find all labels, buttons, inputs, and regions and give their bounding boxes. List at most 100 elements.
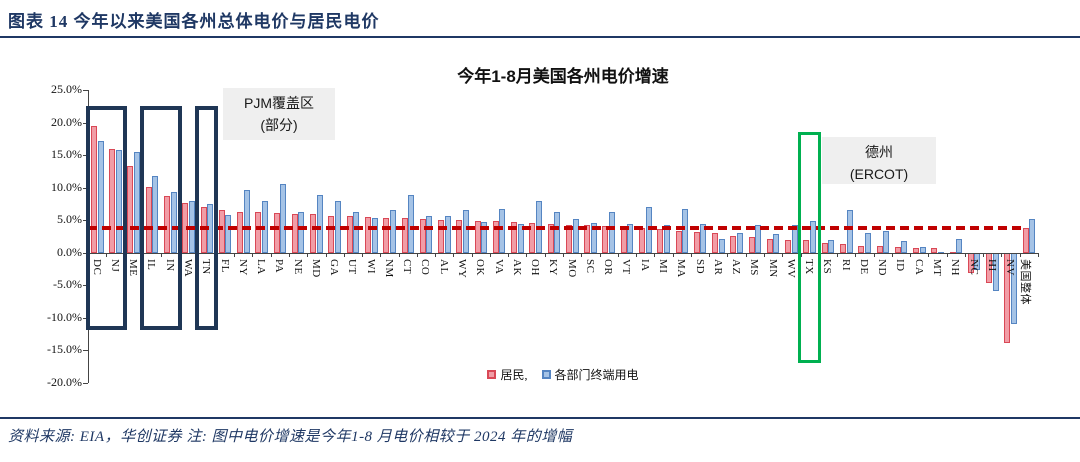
bar-all-sectors-AR — [718, 239, 725, 253]
bar-all-sectors-PA — [280, 183, 287, 253]
pjm-region-label: PJM覆盖区 (部分) — [223, 88, 335, 140]
bar-residential-OR — [602, 226, 609, 253]
bar-all-sectors-WY — [462, 210, 469, 253]
annotation-text-line: (部分) — [260, 117, 298, 134]
x-axis-category-label: MS — [748, 258, 761, 276]
x-axis-category-label: AZ — [730, 258, 743, 275]
bar-residential-TX — [803, 240, 810, 253]
legend-label-residential: 居民, — [500, 368, 528, 382]
bar-all-sectors-IL — [152, 175, 159, 253]
bar-residential-OH — [529, 222, 536, 253]
bar-residential-美国整体 — [1022, 228, 1029, 253]
bar-residential-MN — [766, 239, 773, 253]
us-average-reference-line — [88, 226, 1026, 230]
bar-all-sectors-AL — [444, 215, 451, 253]
bar-residential-ND — [876, 246, 883, 253]
x-axis-category-label: NH — [949, 258, 962, 276]
bar-all-sectors-VT — [627, 224, 634, 253]
bar-chart-plot-area: 25.0% 20.0% 15.0% 10.0% 5.0% 0.0% -5.0% -10.0% -… — [47, 82, 1039, 389]
bar-residential-WY — [456, 220, 463, 253]
x-axis-category-label: 美国整体 — [1019, 258, 1032, 305]
bar-all-sectors-OR — [609, 211, 616, 253]
x-axis-tick — [398, 252, 400, 257]
bar-all-sectors-SD — [700, 224, 707, 253]
x-axis-tick — [106, 252, 108, 257]
x-axis-category-label: MN — [766, 258, 779, 278]
x-axis-tick — [563, 252, 564, 257]
x-axis-tick — [672, 252, 674, 257]
legend-swatch-all-sectors-icon — [541, 370, 551, 379]
x-axis-category-label: WV — [784, 258, 797, 279]
x-axis-category-label: ND — [876, 258, 889, 276]
bar-residential-PA — [273, 213, 280, 253]
bar-residential-SC — [584, 225, 591, 253]
x-axis-tick — [891, 252, 893, 257]
annotation-text-line: PJM覆盖区 — [244, 95, 314, 111]
legend-swatch-residential-icon — [487, 370, 497, 379]
annotation-text-line: (ERCOT) — [849, 166, 909, 183]
pjm-highlight-box — [140, 105, 182, 331]
x-axis-tick — [508, 252, 510, 257]
bar-all-sectors-MO — [572, 218, 579, 253]
x-axis-tick — [599, 252, 601, 257]
x-axis-category-label: NY — [236, 258, 249, 276]
x-axis-tick — [690, 252, 692, 257]
bar-all-sectors-ID — [901, 241, 908, 253]
bar-residential-MI — [657, 229, 664, 253]
x-axis-category-label: OH — [529, 258, 542, 276]
x-axis-tick — [855, 252, 857, 257]
bar-residential-VA — [492, 220, 499, 253]
x-axis-category-label: WA — [181, 258, 194, 277]
bar-all-sectors-NH — [956, 239, 963, 253]
x-axis-category-label: WY — [456, 258, 469, 279]
bar-all-sectors-MD — [316, 194, 323, 253]
x-axis-tick — [270, 252, 272, 257]
x-axis-category-label: DE — [857, 258, 870, 275]
y-axis-tick — [83, 350, 88, 352]
bar-residential-DE — [858, 246, 865, 253]
bar-all-sectors-美国整体 — [1029, 218, 1036, 253]
bar-residential-OK — [474, 220, 481, 253]
x-axis-category-label: PA — [273, 258, 286, 273]
bar-all-sectors-RI — [846, 210, 853, 253]
bar-residential-ID — [894, 246, 901, 253]
bar-all-sectors-CO — [426, 216, 433, 253]
bar-all-sectors-IA — [645, 207, 652, 253]
bar-all-sectors-OK — [481, 222, 488, 253]
x-axis-category-label: KY — [547, 258, 560, 276]
footer-rule — [0, 417, 1080, 419]
chart-title: 今年1-8月美国各州电价增速 — [457, 67, 669, 86]
x-axis-category-label: KS — [821, 258, 834, 274]
x-axis-tick — [325, 252, 327, 257]
x-axis-category-label: ID — [894, 258, 907, 272]
x-axis-category-label: AR — [711, 258, 724, 276]
bar-all-sectors-VA — [499, 208, 506, 253]
x-axis-category-label: NV — [1004, 258, 1017, 276]
bar-residential-MT — [931, 248, 938, 253]
x-axis-tick — [928, 252, 930, 257]
bar-residential-CA — [913, 247, 920, 253]
x-axis-tick — [946, 252, 948, 257]
bar-all-sectors-MA — [682, 208, 689, 253]
x-axis-tick — [526, 252, 528, 257]
bar-residential-AZ — [730, 235, 737, 253]
bar-residential-SD — [693, 231, 700, 253]
bar-residential-NE — [291, 213, 298, 253]
bar-residential-MS — [748, 236, 755, 253]
annotation-text-line: 德州 — [865, 144, 893, 160]
x-axis-tick — [782, 252, 784, 257]
x-axis-category-label: MD — [309, 258, 322, 278]
x-axis-category-label: NM — [382, 258, 395, 278]
bar-residential-DC — [90, 126, 97, 253]
bar-residential-FL — [218, 210, 225, 253]
bar-all-sectors-WV — [791, 224, 798, 253]
bar-all-sectors-UT — [353, 211, 360, 253]
bar-residential-GA — [328, 215, 335, 253]
x-axis-tick — [471, 252, 473, 257]
bar-residential-RI — [839, 244, 846, 253]
x-axis-category-label: CO — [419, 258, 432, 276]
x-axis-category-label: RI — [839, 258, 852, 271]
bar-all-sectors-WI — [371, 218, 378, 253]
x-axis-category-label: CT — [401, 258, 414, 274]
x-axis-category-label: MA — [675, 258, 688, 278]
